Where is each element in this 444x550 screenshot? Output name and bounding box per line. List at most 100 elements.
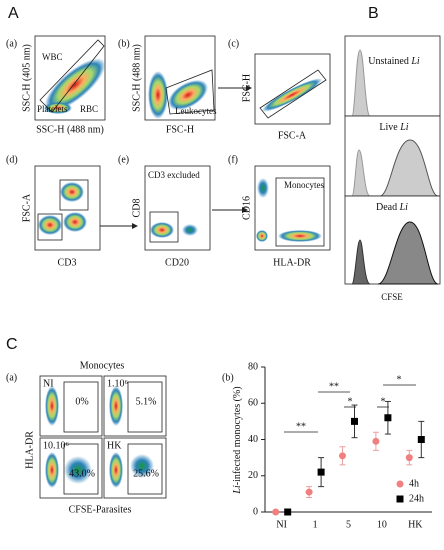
- flow-plot-b: (b) Leukocytes SSC-H (488 nm) FSC-H: [118, 35, 217, 135]
- arrow-head: [132, 223, 138, 229]
- gate: [127, 381, 163, 433]
- gate-label: Platelets: [37, 104, 68, 114]
- flow-plot-c: (c) FSC-H FSC-A: [228, 38, 331, 141]
- note: CD3 excluded: [148, 170, 200, 180]
- hist-species: Li: [399, 122, 409, 133]
- legend-label: 4h: [409, 478, 419, 489]
- plot-name: NI: [43, 378, 54, 389]
- density: [182, 224, 198, 236]
- x-axis-label: CFSE-Parasites: [69, 504, 132, 515]
- density: [130, 454, 154, 478]
- point: [372, 437, 380, 445]
- y-axis-label: Li-infected monocytes (%): [232, 386, 243, 494]
- gate: [37, 213, 63, 241]
- density: [168, 79, 208, 111]
- histogram: [351, 49, 371, 117]
- x-axis-label: HLA-DR: [273, 257, 311, 268]
- panel-label: (b): [118, 38, 130, 49]
- annotation: **: [329, 381, 339, 392]
- gate: [275, 177, 325, 247]
- histogram: [351, 149, 371, 197]
- gate: [149, 211, 179, 243]
- y-tick-label: 40: [248, 434, 258, 445]
- y-tick-label: 80: [248, 361, 258, 372]
- panel-label: (a): [6, 38, 17, 49]
- gate-label: Monocytes: [284, 180, 324, 190]
- point: [417, 436, 425, 443]
- hist-name: Live: [379, 122, 398, 133]
- density: [256, 230, 268, 242]
- gate: [39, 39, 105, 113]
- gate-label: RBC: [80, 104, 98, 114]
- density: [38, 215, 62, 235]
- panel-label: (c): [228, 38, 239, 49]
- plot-name: HK: [107, 440, 122, 451]
- density: [63, 212, 87, 232]
- y-axis-label: FSC-H: [241, 74, 252, 102]
- hist-species: Li: [399, 202, 409, 213]
- density: [278, 230, 322, 242]
- panel-label: (f): [228, 154, 238, 165]
- panel-label: (d): [6, 154, 18, 165]
- density: [45, 386, 59, 426]
- point: [272, 508, 280, 516]
- x-tick-label: 1: [313, 519, 318, 530]
- gate: [59, 179, 89, 211]
- x-axis-label: SSC-H (488 nm): [36, 124, 104, 135]
- hist-label: Dead Li: [376, 202, 408, 213]
- flow-plot-d: (d) FSC-A CD3: [6, 154, 101, 268]
- legend-label: 24h: [409, 493, 424, 504]
- panel-letter: B: [368, 5, 379, 22]
- gate: [127, 443, 163, 495]
- flow-plot-f: (f) Monocytes CD16 HLA-DR: [228, 154, 331, 268]
- density: [45, 452, 59, 488]
- percent: 43.0%: [69, 468, 95, 479]
- hist-species: Li: [410, 56, 420, 67]
- point: [284, 508, 292, 516]
- density: [148, 71, 168, 119]
- x-tick-label: 5: [346, 519, 351, 530]
- annotation: *: [348, 396, 353, 407]
- x-axis-label: CFSE: [381, 292, 403, 302]
- x-tick-label: NI: [276, 519, 287, 530]
- plot-frame: [34, 165, 101, 251]
- point: [339, 452, 346, 460]
- panel-letter: C: [6, 336, 18, 353]
- hist-label: Unstained Li: [368, 56, 420, 67]
- density: [109, 386, 123, 426]
- annotation: *: [397, 374, 402, 385]
- legend-marker: [396, 495, 404, 503]
- point: [305, 488, 313, 496]
- gate: [63, 381, 99, 433]
- y-axis-label: CD8: [131, 199, 142, 218]
- x-tick-label: 10: [377, 519, 387, 530]
- x-axis-label: CD20: [165, 257, 189, 268]
- title: Monocytes: [80, 360, 125, 371]
- flow-grid: (a) Monocytes NI 0% 1.10⁶ 5.1% 10.10⁶ 43…: [6, 360, 167, 515]
- density: [257, 178, 269, 198]
- point: [405, 454, 413, 462]
- histogram: [379, 139, 439, 197]
- panel-letter: A: [8, 5, 19, 22]
- density: [44, 58, 106, 112]
- point: [384, 414, 392, 422]
- density: [64, 456, 92, 484]
- hist-name: Unstained: [368, 56, 409, 67]
- plot-name: 1.10⁶: [107, 378, 129, 389]
- histogram: [351, 239, 371, 285]
- arrow-head: [242, 207, 248, 213]
- x-tick-label: HK: [408, 519, 423, 530]
- y-tick-label: 20: [248, 470, 258, 481]
- annotation: **: [296, 421, 306, 432]
- gate: [63, 443, 99, 495]
- point: [351, 417, 358, 425]
- density: [60, 182, 84, 202]
- y-axis-label: HLA-DR: [24, 431, 35, 469]
- arrow-head: [246, 85, 252, 91]
- gate-label: Leukocytes: [175, 106, 217, 116]
- significance: ** ** * * *: [284, 374, 416, 433]
- histograms: Unstained Li Live Li Dead Li CFSE: [344, 35, 441, 302]
- y-label-italic: Li: [232, 485, 243, 495]
- panel-label: (a): [6, 372, 17, 383]
